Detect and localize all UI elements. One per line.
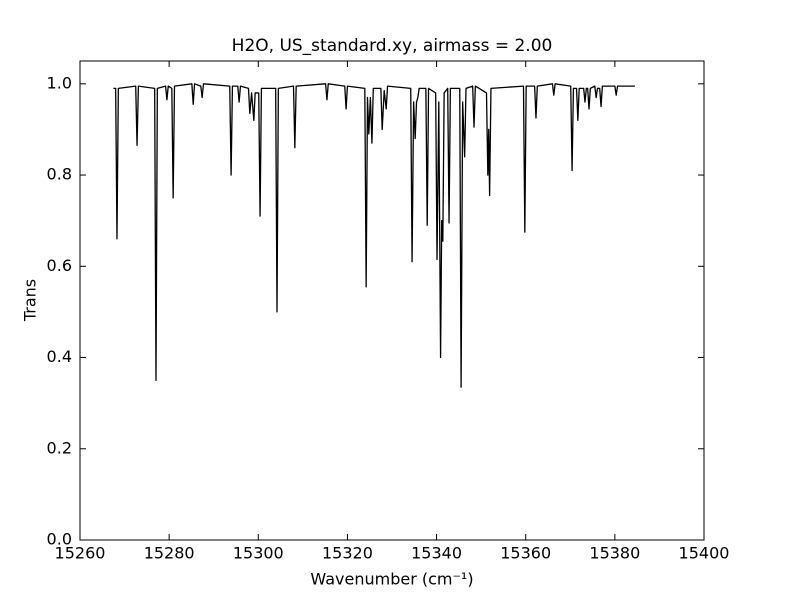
x-tick-label: 15300	[233, 544, 284, 563]
x-tick-label: 15260	[55, 544, 106, 563]
y-tick-label: 0.8	[47, 165, 72, 184]
plot-frame	[79, 60, 705, 541]
y-axis-label: Trans	[21, 279, 40, 322]
x-tick-label: 15380	[589, 544, 640, 563]
chart-title: H2O, US_standard.xy, airmass = 2.00	[232, 36, 553, 56]
y-tick-label: 0.4	[47, 347, 72, 366]
x-tick-label: 15320	[322, 544, 373, 563]
x-tick-label: 15360	[500, 544, 551, 563]
x-axis-label: Wavenumber (cm⁻¹)	[310, 570, 473, 589]
x-tick-label: 15400	[679, 544, 730, 563]
y-tick-label: 0.2	[47, 438, 72, 457]
x-tick-label: 15340	[411, 544, 462, 563]
spectrum-line	[113, 83, 635, 388]
x-tick-label: 15280	[144, 544, 195, 563]
y-tick-label: 0.6	[47, 256, 72, 275]
y-tick-label: 1.0	[47, 73, 72, 92]
y-tick-label: 0.0	[47, 530, 72, 549]
